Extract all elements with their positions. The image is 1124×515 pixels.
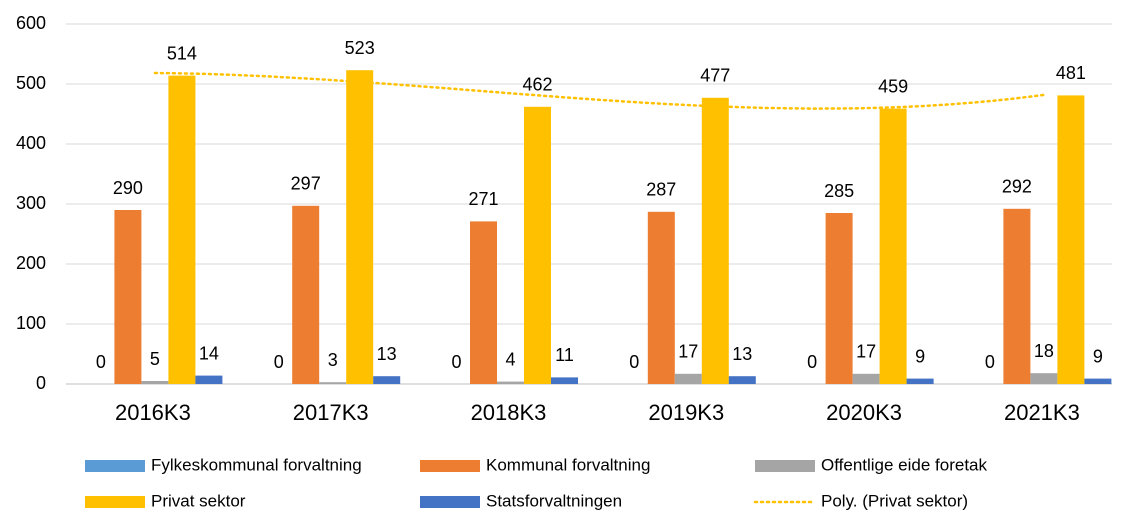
bar — [701, 97, 729, 385]
y-tick-label: 100 — [16, 313, 46, 333]
bar — [524, 106, 551, 385]
y-tick-label: 500 — [16, 73, 46, 93]
data-label: 9 — [915, 346, 925, 366]
bar — [825, 213, 853, 384]
data-label: 0 — [274, 352, 284, 372]
y-tick-label: 300 — [16, 193, 46, 213]
legend-label: Statsforvaltningen — [486, 491, 622, 510]
data-label: 0 — [629, 352, 639, 372]
bar — [319, 382, 347, 384]
data-label: 0 — [807, 352, 817, 372]
bar — [1030, 373, 1058, 384]
bar — [168, 75, 196, 384]
data-label: 477 — [700, 66, 730, 86]
legend-swatch — [85, 496, 145, 508]
bar — [728, 376, 756, 384]
data-label: 0 — [96, 352, 106, 372]
bar — [674, 373, 702, 384]
bar — [346, 70, 374, 384]
x-tick-label: 2020K3 — [826, 400, 902, 425]
legend-label: Poly. (Privat sektor) — [821, 491, 968, 510]
bar — [141, 381, 169, 384]
data-label: 18 — [1034, 341, 1054, 361]
data-label: 514 — [167, 43, 197, 63]
legend-swatch — [85, 460, 145, 472]
legend-label: Fylkeskommunal forvaltning — [151, 455, 362, 474]
data-label: 3 — [328, 350, 338, 370]
legend-label: Offentlige eide foretak — [821, 455, 988, 474]
data-label: 9 — [1093, 346, 1103, 366]
bar — [852, 373, 880, 384]
y-tick-label: 0 — [36, 373, 46, 393]
bar — [1084, 378, 1112, 384]
data-label: 0 — [985, 352, 995, 372]
legend-swatch — [755, 460, 815, 472]
data-label: 5 — [150, 349, 160, 369]
bar — [879, 108, 907, 384]
x-tick-label: 2018K3 — [471, 400, 547, 425]
bar — [906, 378, 934, 384]
bar — [470, 221, 497, 384]
data-label: 13 — [732, 344, 752, 364]
data-label: 297 — [291, 174, 321, 194]
legend-swatch — [420, 460, 480, 472]
data-label: 14 — [199, 343, 219, 363]
x-tick-label: 2016K3 — [115, 400, 191, 425]
data-label: 17 — [856, 342, 876, 362]
data-label: 0 — [451, 352, 461, 372]
data-label: 4 — [505, 349, 515, 369]
legend-label: Privat sektor — [151, 491, 246, 510]
bar — [497, 381, 524, 384]
data-label: 462 — [522, 75, 552, 95]
bar — [1057, 95, 1085, 385]
data-label: 271 — [468, 189, 498, 209]
x-tick-label: 2021K3 — [1004, 400, 1080, 425]
data-label: 285 — [824, 181, 854, 201]
data-label: 481 — [1056, 63, 1086, 83]
data-label: 292 — [1002, 177, 1032, 197]
bar — [114, 210, 142, 384]
legend-swatch — [420, 496, 480, 508]
bar — [551, 377, 578, 384]
data-label: 459 — [878, 76, 908, 96]
bar — [647, 211, 675, 384]
legend-label: Kommunal forvaltning — [486, 455, 650, 474]
y-tick-label: 200 — [16, 253, 46, 273]
bar — [195, 375, 223, 384]
x-tick-label: 2019K3 — [648, 400, 724, 425]
x-tick-label: 2017K3 — [293, 400, 369, 425]
data-label: 287 — [646, 180, 676, 200]
y-tick-label: 400 — [16, 133, 46, 153]
data-label: 290 — [113, 178, 143, 198]
data-label: 11 — [555, 345, 574, 365]
data-label: 13 — [377, 344, 397, 364]
data-label: 523 — [345, 38, 375, 58]
bar — [292, 205, 320, 384]
data-label: 17 — [678, 342, 698, 362]
bar — [373, 376, 401, 384]
trendline — [153, 71, 1046, 110]
bar — [1003, 208, 1031, 384]
y-tick-label: 600 — [16, 13, 46, 33]
